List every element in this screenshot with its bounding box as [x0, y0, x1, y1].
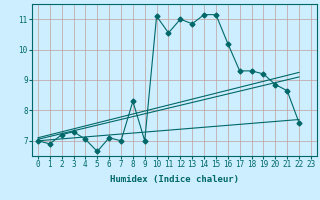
X-axis label: Humidex (Indice chaleur): Humidex (Indice chaleur): [110, 175, 239, 184]
